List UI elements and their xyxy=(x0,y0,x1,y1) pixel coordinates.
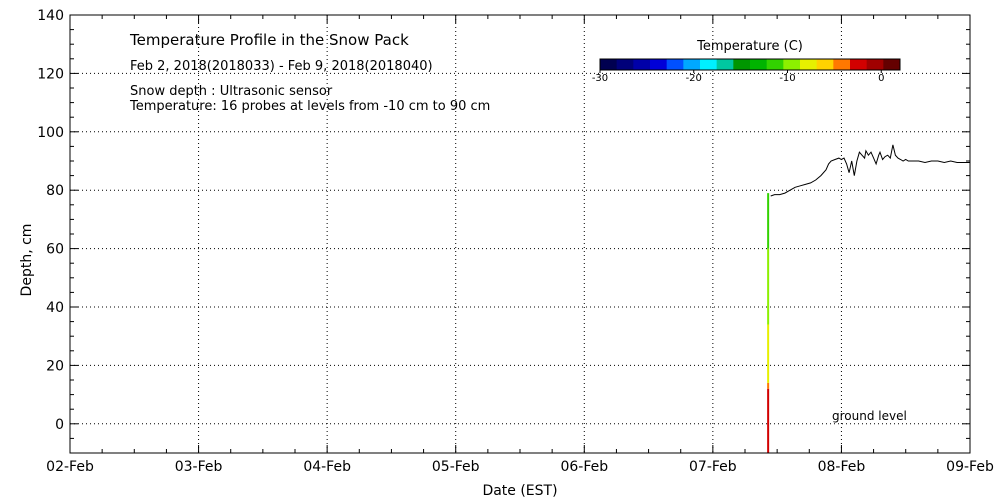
colorbar-swatch xyxy=(683,59,701,70)
chart-title: Temperature Profile in the Snow Pack xyxy=(129,31,409,49)
colorbar-swatch xyxy=(600,59,618,70)
note-snow-depth: Snow depth : Ultrasonic sensor xyxy=(130,84,333,99)
colorbar-swatch xyxy=(666,59,684,70)
colorbar-tick-label: -20 xyxy=(686,73,702,84)
x-tick-label: 07-Feb xyxy=(689,459,737,475)
x-tick-label: 03-Feb xyxy=(175,459,223,475)
colorbar-swatch xyxy=(816,59,834,70)
colorbar-tick-label: -30 xyxy=(592,73,608,84)
colorbar-swatch xyxy=(700,59,718,70)
x-tick-label: 04-Feb xyxy=(303,459,351,475)
colorbar-swatch xyxy=(833,59,851,70)
colorbar-swatch xyxy=(650,59,668,70)
colorbar-tick-label: 0 xyxy=(878,73,884,84)
snow-depth-line xyxy=(770,144,970,197)
x-tick-label: 08-Feb xyxy=(818,459,866,475)
colorbar-swatch xyxy=(716,59,734,70)
colorbar-frame xyxy=(599,58,901,71)
y-tick-label: 60 xyxy=(46,242,64,258)
x-tick-label: 06-Feb xyxy=(560,459,608,475)
colorbar-swatch xyxy=(766,59,784,70)
colorbar-swatch xyxy=(800,59,818,70)
colorbar-swatch xyxy=(850,59,868,70)
ground-level-annotation: ground level xyxy=(832,409,907,423)
y-tick-label: 80 xyxy=(46,183,64,199)
colorbar-swatch xyxy=(783,59,801,70)
note-temperature: Temperature: 16 probes at levels from -1… xyxy=(129,99,490,114)
y-tick-label: 140 xyxy=(37,8,64,24)
y-tick-label: 100 xyxy=(37,125,64,141)
grid-lines xyxy=(70,15,970,453)
colorbar-swatch xyxy=(750,59,768,70)
axis-ticks: 02-Feb 03-Feb 04-Feb 05-Feb 06-Feb 07-Feb 08-F… xyxy=(37,8,994,475)
colorbar-tick-label: -10 xyxy=(779,73,795,84)
y-tick-label: 20 xyxy=(46,358,64,374)
snow-depth-series xyxy=(770,144,970,197)
y-axis-label: Depth, cm xyxy=(19,224,35,297)
x-axis-label: Date (EST) xyxy=(482,483,557,499)
x-tick-label: 09-Feb xyxy=(946,459,994,475)
y-tick-label: 120 xyxy=(37,66,64,82)
colorbar-swatch xyxy=(866,59,884,70)
chart-subtitle: Feb 2, 2018(2018033) - Feb 9, 2018(20180… xyxy=(130,59,433,74)
plot-frame xyxy=(69,14,971,454)
colorbar: Temperature (C) -30 -20 -10 0 xyxy=(592,39,901,84)
colorbar-swatch xyxy=(883,59,901,70)
x-tick-label: 02-Feb xyxy=(46,459,94,475)
colorbar-swatch xyxy=(733,59,751,70)
colorbar-swatch xyxy=(633,59,651,70)
colorbar-swatch xyxy=(616,59,634,70)
y-tick-label: 40 xyxy=(46,300,64,316)
colorbar-title: Temperature (C) xyxy=(696,39,803,54)
x-tick-label: 05-Feb xyxy=(432,459,480,475)
y-tick-label: 0 xyxy=(55,417,64,433)
